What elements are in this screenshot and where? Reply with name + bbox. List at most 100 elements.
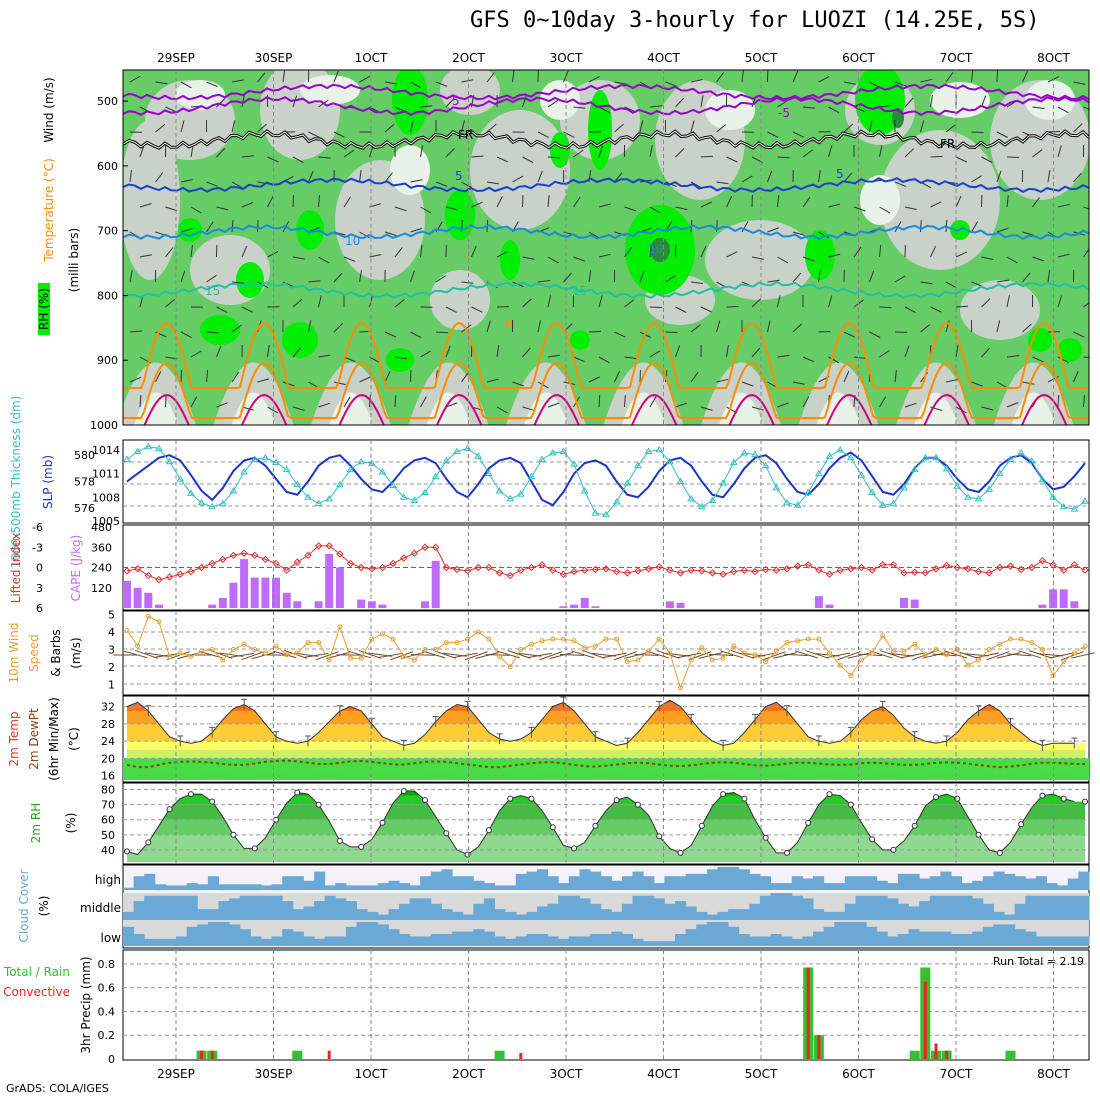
rh-marker — [847, 801, 854, 808]
cloud-bar-low — [823, 926, 835, 946]
cloud-bar-low — [993, 924, 1005, 946]
wind-barb — [537, 280, 550, 283]
lifted-marker — [389, 559, 397, 568]
wind-barb — [624, 206, 637, 212]
lifted-marker — [932, 565, 940, 573]
wind-barb — [435, 81, 448, 87]
cloud-bar-middle — [876, 895, 888, 920]
wind-barb — [726, 156, 738, 163]
date-label-bottom: 1OCT — [355, 1067, 388, 1081]
wind-barb — [945, 281, 957, 289]
wind-barb — [563, 131, 575, 138]
cloud-level-label: high — [95, 873, 121, 887]
cloud-bar-middle — [515, 914, 527, 920]
cloud-bar-middle — [908, 906, 920, 920]
lifted-marker — [1070, 561, 1079, 569]
wind-marker — [976, 657, 982, 663]
wind-marker — [177, 650, 183, 656]
cloud-bar-middle — [452, 911, 464, 920]
wind-barb — [547, 256, 559, 264]
wind-barb — [828, 145, 833, 158]
slp-marker — [570, 460, 578, 467]
rh-very-dry — [1011, 392, 1056, 425]
wind-barb — [461, 371, 469, 383]
wind-barb — [751, 406, 764, 411]
cloud-bar-low — [409, 936, 421, 946]
wind10-speed-line — [126, 615, 1086, 690]
wind-barb — [614, 123, 624, 133]
slp-marker — [740, 449, 749, 456]
slp-marker — [548, 449, 557, 456]
rh-marker — [890, 846, 897, 853]
cloud-bar-low — [643, 941, 655, 946]
wind-barb — [512, 175, 524, 183]
wind10-barbs-label: & Barbs — [49, 629, 63, 677]
wind-barb — [879, 350, 890, 358]
slp-marker — [921, 453, 930, 461]
cloud-bar-high — [547, 876, 559, 890]
isotherm-labels: 5 -5 FR FR 5 5 10 10 15 15 0 — [205, 94, 955, 331]
wind-barb — [904, 206, 917, 210]
slp-marker — [623, 479, 632, 486]
wind-marker — [986, 647, 992, 652]
cloud-bar-middle — [632, 895, 644, 920]
wind-barb — [716, 72, 725, 83]
cloud-bar-low — [887, 936, 899, 946]
cloud-bar-high — [1014, 876, 1026, 890]
slp-marker — [602, 510, 610, 518]
cloud-bar-middle — [611, 911, 623, 920]
wind-barb — [802, 356, 815, 363]
slp-marker — [538, 455, 547, 462]
wind-marker — [944, 652, 950, 658]
wind10-barb — [783, 653, 808, 657]
cloud-bar-middle — [303, 906, 315, 920]
isotherm-5 — [123, 177, 1089, 194]
wind-barb — [165, 206, 178, 212]
wind-barb — [292, 156, 304, 164]
cloud-bar-middle — [409, 898, 421, 920]
cloud-bar-low — [940, 931, 952, 946]
cape-bar — [282, 592, 291, 608]
wind-barb — [190, 245, 193, 258]
cape-bar — [144, 592, 153, 608]
wind-barb — [155, 124, 166, 133]
cloud-bar-high — [706, 869, 718, 890]
wind-barb — [828, 203, 841, 208]
lifted-marker — [591, 565, 600, 574]
wind-marker — [933, 647, 939, 652]
wind-marker — [135, 643, 141, 649]
cloud-bar-low — [621, 934, 633, 946]
slp-marker — [421, 488, 429, 496]
cape-bar — [825, 604, 834, 608]
cloud-bar-middle — [154, 895, 166, 920]
lifted-label: Lifted Index — [9, 533, 23, 604]
rh-dry-region — [880, 130, 1000, 270]
wind-barb — [343, 256, 356, 262]
slp-marker — [910, 465, 919, 473]
wind-marker — [422, 647, 428, 652]
wind-barb — [598, 145, 604, 158]
cloud-bar-low — [186, 926, 198, 946]
cloud-bar-high — [982, 876, 994, 890]
cloud-bar-high — [643, 876, 655, 890]
slp-marker — [900, 483, 908, 491]
wind-marker — [390, 636, 396, 642]
date-label-top: 6OCT — [842, 51, 875, 65]
wind-barb — [241, 95, 245, 108]
slp-marker — [644, 447, 653, 454]
cloud-bar-high — [1057, 885, 1069, 890]
wind-barb — [1006, 195, 1009, 208]
cloud-bar-middle — [218, 901, 230, 920]
wind-barb — [394, 299, 405, 308]
wind-barb — [675, 148, 685, 158]
rh-marker — [784, 849, 790, 856]
cloud-bar-low — [261, 938, 273, 946]
wind10-barb — [613, 651, 637, 661]
cloud-bar-high — [1004, 873, 1016, 890]
cloud-bar-middle — [568, 895, 580, 920]
precip-convective-bar — [200, 1050, 203, 1059]
wind-barb — [879, 245, 882, 258]
wind10-barb — [560, 654, 585, 656]
cloud-bar-high — [759, 876, 771, 890]
wind-barb — [420, 145, 424, 158]
